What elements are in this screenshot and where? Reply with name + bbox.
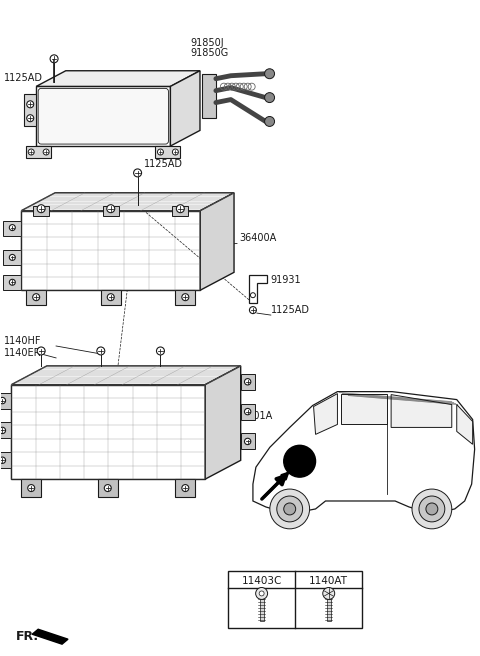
Bar	[202, 73, 216, 119]
Text: 91850G: 91850G	[190, 48, 228, 58]
Circle shape	[256, 588, 267, 600]
Text: 91931: 91931	[271, 276, 301, 285]
Circle shape	[9, 279, 15, 285]
Polygon shape	[205, 366, 240, 479]
Polygon shape	[240, 374, 254, 390]
Polygon shape	[175, 479, 195, 497]
Circle shape	[250, 306, 256, 314]
Circle shape	[270, 489, 310, 529]
Text: 1140AT: 1140AT	[309, 575, 348, 586]
Polygon shape	[0, 452, 12, 468]
Circle shape	[251, 293, 255, 298]
Polygon shape	[103, 206, 119, 216]
Polygon shape	[21, 211, 200, 290]
Circle shape	[104, 485, 111, 491]
Circle shape	[264, 69, 275, 79]
Circle shape	[0, 457, 6, 463]
Text: 91850J: 91850J	[190, 38, 224, 48]
Text: FR.: FR.	[16, 630, 39, 643]
Polygon shape	[36, 71, 200, 87]
Polygon shape	[457, 405, 473, 444]
Circle shape	[182, 294, 189, 300]
Circle shape	[419, 496, 445, 522]
Circle shape	[9, 255, 15, 260]
FancyBboxPatch shape	[38, 89, 168, 144]
Circle shape	[284, 503, 296, 515]
Circle shape	[28, 149, 34, 155]
Bar	[228, 571, 362, 628]
Circle shape	[412, 489, 452, 529]
Circle shape	[37, 347, 45, 355]
Circle shape	[176, 205, 184, 213]
Circle shape	[33, 294, 40, 300]
Polygon shape	[12, 384, 205, 479]
Circle shape	[244, 409, 251, 415]
Polygon shape	[249, 276, 267, 303]
Circle shape	[43, 149, 49, 155]
Bar	[327, 600, 331, 621]
Circle shape	[264, 92, 275, 102]
Text: 1125AD: 1125AD	[271, 305, 310, 315]
Text: 1125AD: 1125AD	[144, 159, 182, 169]
Text: 1125AD: 1125AD	[4, 73, 43, 83]
Polygon shape	[101, 290, 120, 305]
Circle shape	[323, 588, 335, 600]
Polygon shape	[313, 394, 337, 434]
Polygon shape	[172, 206, 188, 216]
Circle shape	[107, 205, 115, 213]
Circle shape	[259, 591, 264, 596]
Polygon shape	[0, 422, 12, 438]
Circle shape	[426, 503, 438, 515]
Polygon shape	[32, 629, 68, 644]
Circle shape	[157, 149, 164, 155]
Circle shape	[244, 438, 251, 445]
Polygon shape	[3, 251, 21, 266]
Circle shape	[107, 294, 114, 300]
Circle shape	[27, 101, 34, 108]
Polygon shape	[26, 146, 51, 158]
Text: 1140ER: 1140ER	[4, 348, 42, 358]
Circle shape	[182, 485, 189, 491]
Circle shape	[27, 115, 34, 122]
Circle shape	[284, 445, 315, 477]
Polygon shape	[391, 395, 452, 428]
Circle shape	[0, 398, 6, 403]
Polygon shape	[98, 479, 118, 497]
Polygon shape	[341, 394, 387, 424]
Polygon shape	[175, 290, 195, 305]
Circle shape	[156, 347, 165, 355]
Circle shape	[50, 55, 58, 63]
Polygon shape	[36, 87, 170, 146]
Polygon shape	[12, 366, 240, 384]
Text: 36601A: 36601A	[236, 411, 273, 421]
Polygon shape	[26, 290, 46, 305]
Circle shape	[37, 205, 45, 213]
Polygon shape	[156, 146, 180, 158]
Polygon shape	[240, 434, 254, 449]
Polygon shape	[253, 392, 475, 514]
Circle shape	[0, 427, 6, 434]
Text: 36400A: 36400A	[239, 232, 276, 243]
Polygon shape	[240, 403, 254, 420]
Polygon shape	[3, 220, 21, 236]
Text: 1140HF: 1140HF	[4, 336, 42, 346]
Circle shape	[264, 117, 275, 127]
Polygon shape	[21, 479, 41, 497]
Polygon shape	[200, 193, 234, 290]
Polygon shape	[0, 393, 12, 409]
Polygon shape	[3, 276, 21, 290]
Circle shape	[277, 496, 302, 522]
Circle shape	[244, 379, 251, 385]
Text: 11403C: 11403C	[241, 575, 282, 586]
Circle shape	[133, 169, 142, 177]
Polygon shape	[24, 94, 36, 126]
Circle shape	[97, 347, 105, 355]
Polygon shape	[33, 206, 49, 216]
Circle shape	[9, 224, 15, 230]
Polygon shape	[21, 193, 234, 211]
Polygon shape	[170, 71, 200, 146]
Circle shape	[28, 485, 35, 491]
Bar	[260, 600, 264, 621]
Circle shape	[172, 149, 179, 155]
